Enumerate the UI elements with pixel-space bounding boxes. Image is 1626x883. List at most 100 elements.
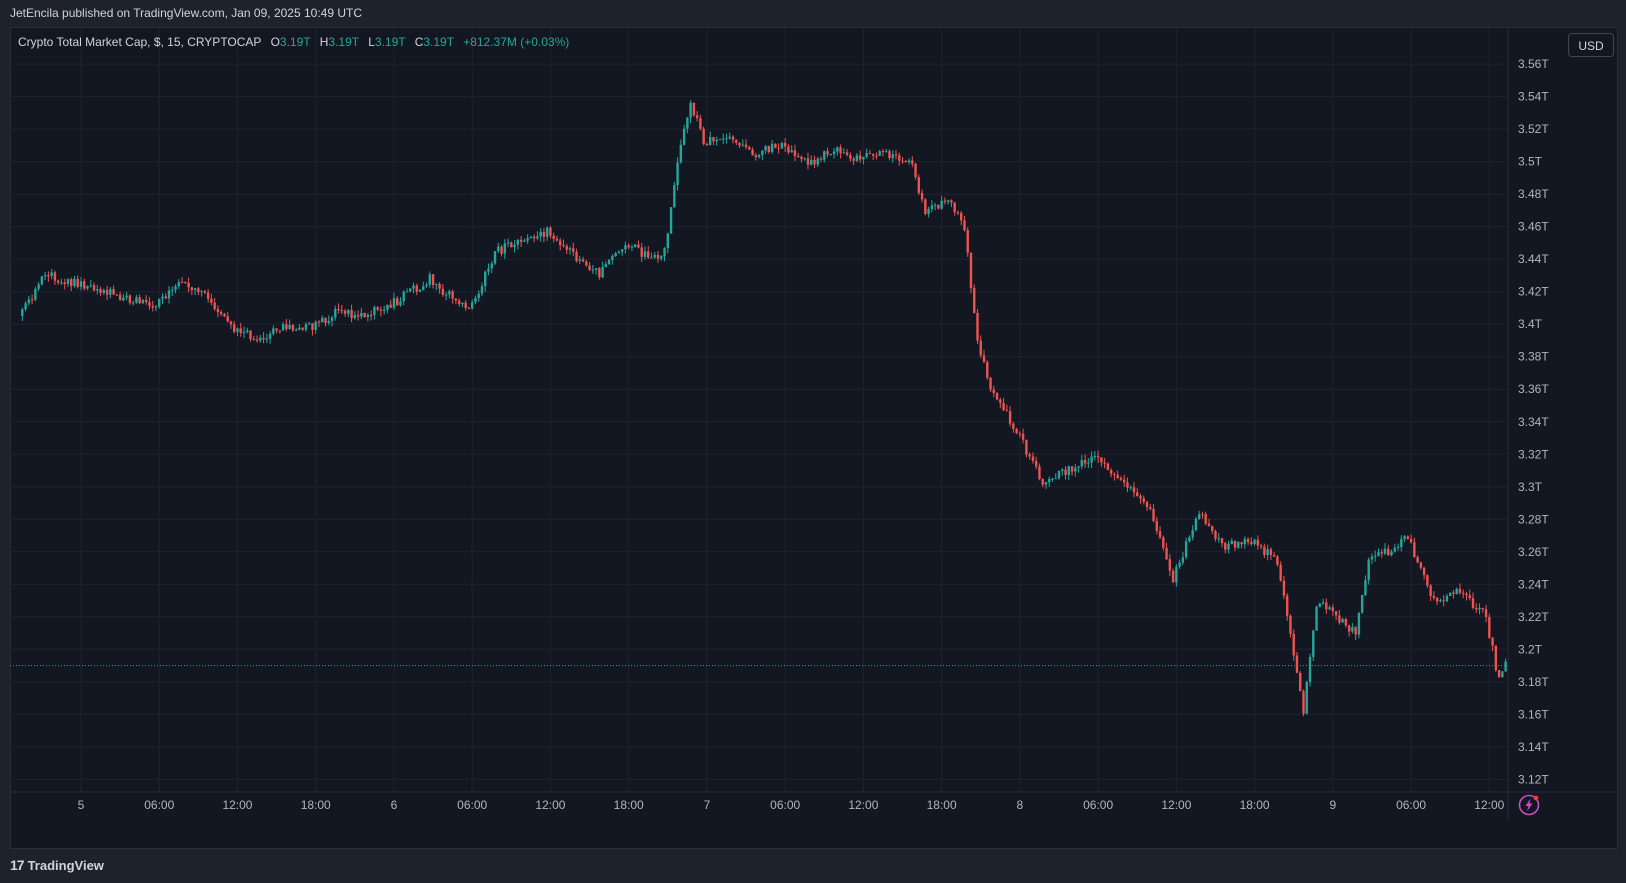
- candle-body: [1233, 540, 1237, 548]
- lightning-bolt-icon[interactable]: [1518, 794, 1540, 816]
- tradingview-brand[interactable]: 17 TradingView: [10, 857, 104, 873]
- candle-up: [529, 236, 533, 239]
- candle-body: [894, 154, 898, 156]
- candle-down: [219, 309, 223, 317]
- candle-up: [471, 299, 474, 310]
- candle-up: [660, 255, 663, 261]
- candle-body: [96, 289, 99, 291]
- candle-body: [206, 292, 210, 299]
- candle-body: [933, 204, 937, 206]
- candle-body: [92, 285, 96, 291]
- candle-down: [441, 284, 445, 297]
- x-tick-label: 06:00: [1083, 798, 1113, 812]
- candle-body: [1250, 541, 1253, 544]
- candle-body: [405, 291, 409, 293]
- candle-body: [885, 151, 888, 153]
- candle-body: [1357, 612, 1361, 635]
- candle-down: [695, 111, 699, 122]
- candle-body: [1178, 562, 1181, 567]
- currency-button[interactable]: USD: [1568, 33, 1614, 57]
- candle-down: [911, 156, 914, 168]
- candle-body: [334, 308, 337, 318]
- candle-body: [1292, 633, 1295, 656]
- candle-up: [842, 148, 846, 154]
- candle-body: [210, 298, 213, 303]
- candle-body: [973, 288, 976, 313]
- candle-up: [506, 238, 510, 248]
- candle-up: [487, 263, 490, 276]
- candle-body: [1445, 595, 1449, 602]
- y-tick-label: 3.14T: [1518, 740, 1549, 754]
- candle-up: [1396, 543, 1400, 551]
- candle-up: [1341, 617, 1344, 623]
- candle-body: [585, 261, 588, 266]
- candle-body: [1449, 592, 1452, 596]
- candle-down: [1070, 466, 1074, 476]
- candle-body: [617, 251, 621, 254]
- candle-body: [787, 146, 790, 153]
- candle-up: [422, 281, 425, 291]
- candle-up: [484, 270, 487, 292]
- candle-down: [973, 284, 976, 314]
- candle-body: [474, 298, 477, 303]
- candle-body: [1435, 597, 1439, 602]
- candle-body: [298, 327, 301, 330]
- candle-body: [268, 333, 272, 339]
- candle-down: [1465, 591, 1468, 601]
- candle-body: [376, 307, 379, 310]
- candle-up: [1074, 463, 1077, 477]
- candle-body: [620, 249, 624, 252]
- candle-body: [158, 298, 161, 307]
- candle-body: [1422, 567, 1426, 576]
- candle-up: [1093, 451, 1097, 461]
- candle-up: [1237, 541, 1240, 549]
- candle-body: [301, 327, 304, 330]
- candle-body: [471, 302, 474, 309]
- candle-down: [1168, 554, 1172, 577]
- candle-down: [542, 228, 546, 243]
- candle-down: [858, 150, 862, 163]
- candle-body: [1400, 538, 1403, 547]
- candle-body: [1338, 615, 1341, 623]
- candle-body: [477, 293, 480, 299]
- candle-down: [1025, 439, 1028, 458]
- legend-symbol[interactable]: Crypto Total Market Cap, $, 15, CRYPTOCA…: [18, 35, 262, 49]
- candle-up: [611, 254, 614, 265]
- candle-body: [907, 160, 911, 163]
- candle-up: [1227, 540, 1230, 554]
- candle-body: [914, 163, 917, 178]
- candle-down: [1419, 561, 1423, 570]
- candle-down: [1008, 406, 1012, 427]
- candle-body: [1171, 570, 1175, 583]
- x-tick-label: 06:00: [1396, 798, 1426, 812]
- candle-body: [145, 299, 148, 302]
- y-tick-label: 3.26T: [1518, 545, 1549, 559]
- candle-body: [1439, 600, 1442, 602]
- candle-down: [229, 320, 233, 329]
- candle-body: [497, 246, 500, 252]
- candle-body: [702, 128, 705, 144]
- candle-body: [353, 314, 357, 319]
- candle-down: [216, 305, 220, 318]
- candle-body: [1465, 593, 1468, 596]
- candle-up: [836, 146, 839, 156]
- candle-body: [1432, 595, 1436, 598]
- candle-body: [360, 312, 363, 317]
- candle-down: [943, 197, 947, 205]
- candle-body: [692, 102, 696, 116]
- chart-pane[interactable]: [10, 27, 1618, 849]
- candle-down: [881, 148, 885, 157]
- candle-body: [308, 323, 311, 325]
- candle-body: [594, 268, 598, 270]
- candle-down: [148, 296, 151, 310]
- candle-body: [715, 139, 718, 142]
- candle-up: [27, 296, 31, 306]
- candle-down: [1286, 593, 1289, 621]
- candle-body: [122, 297, 125, 301]
- candle-body: [1136, 492, 1139, 497]
- candle-down: [431, 273, 435, 289]
- candle-down: [1259, 543, 1263, 550]
- candle-up: [24, 301, 27, 312]
- candle-body: [1044, 482, 1048, 485]
